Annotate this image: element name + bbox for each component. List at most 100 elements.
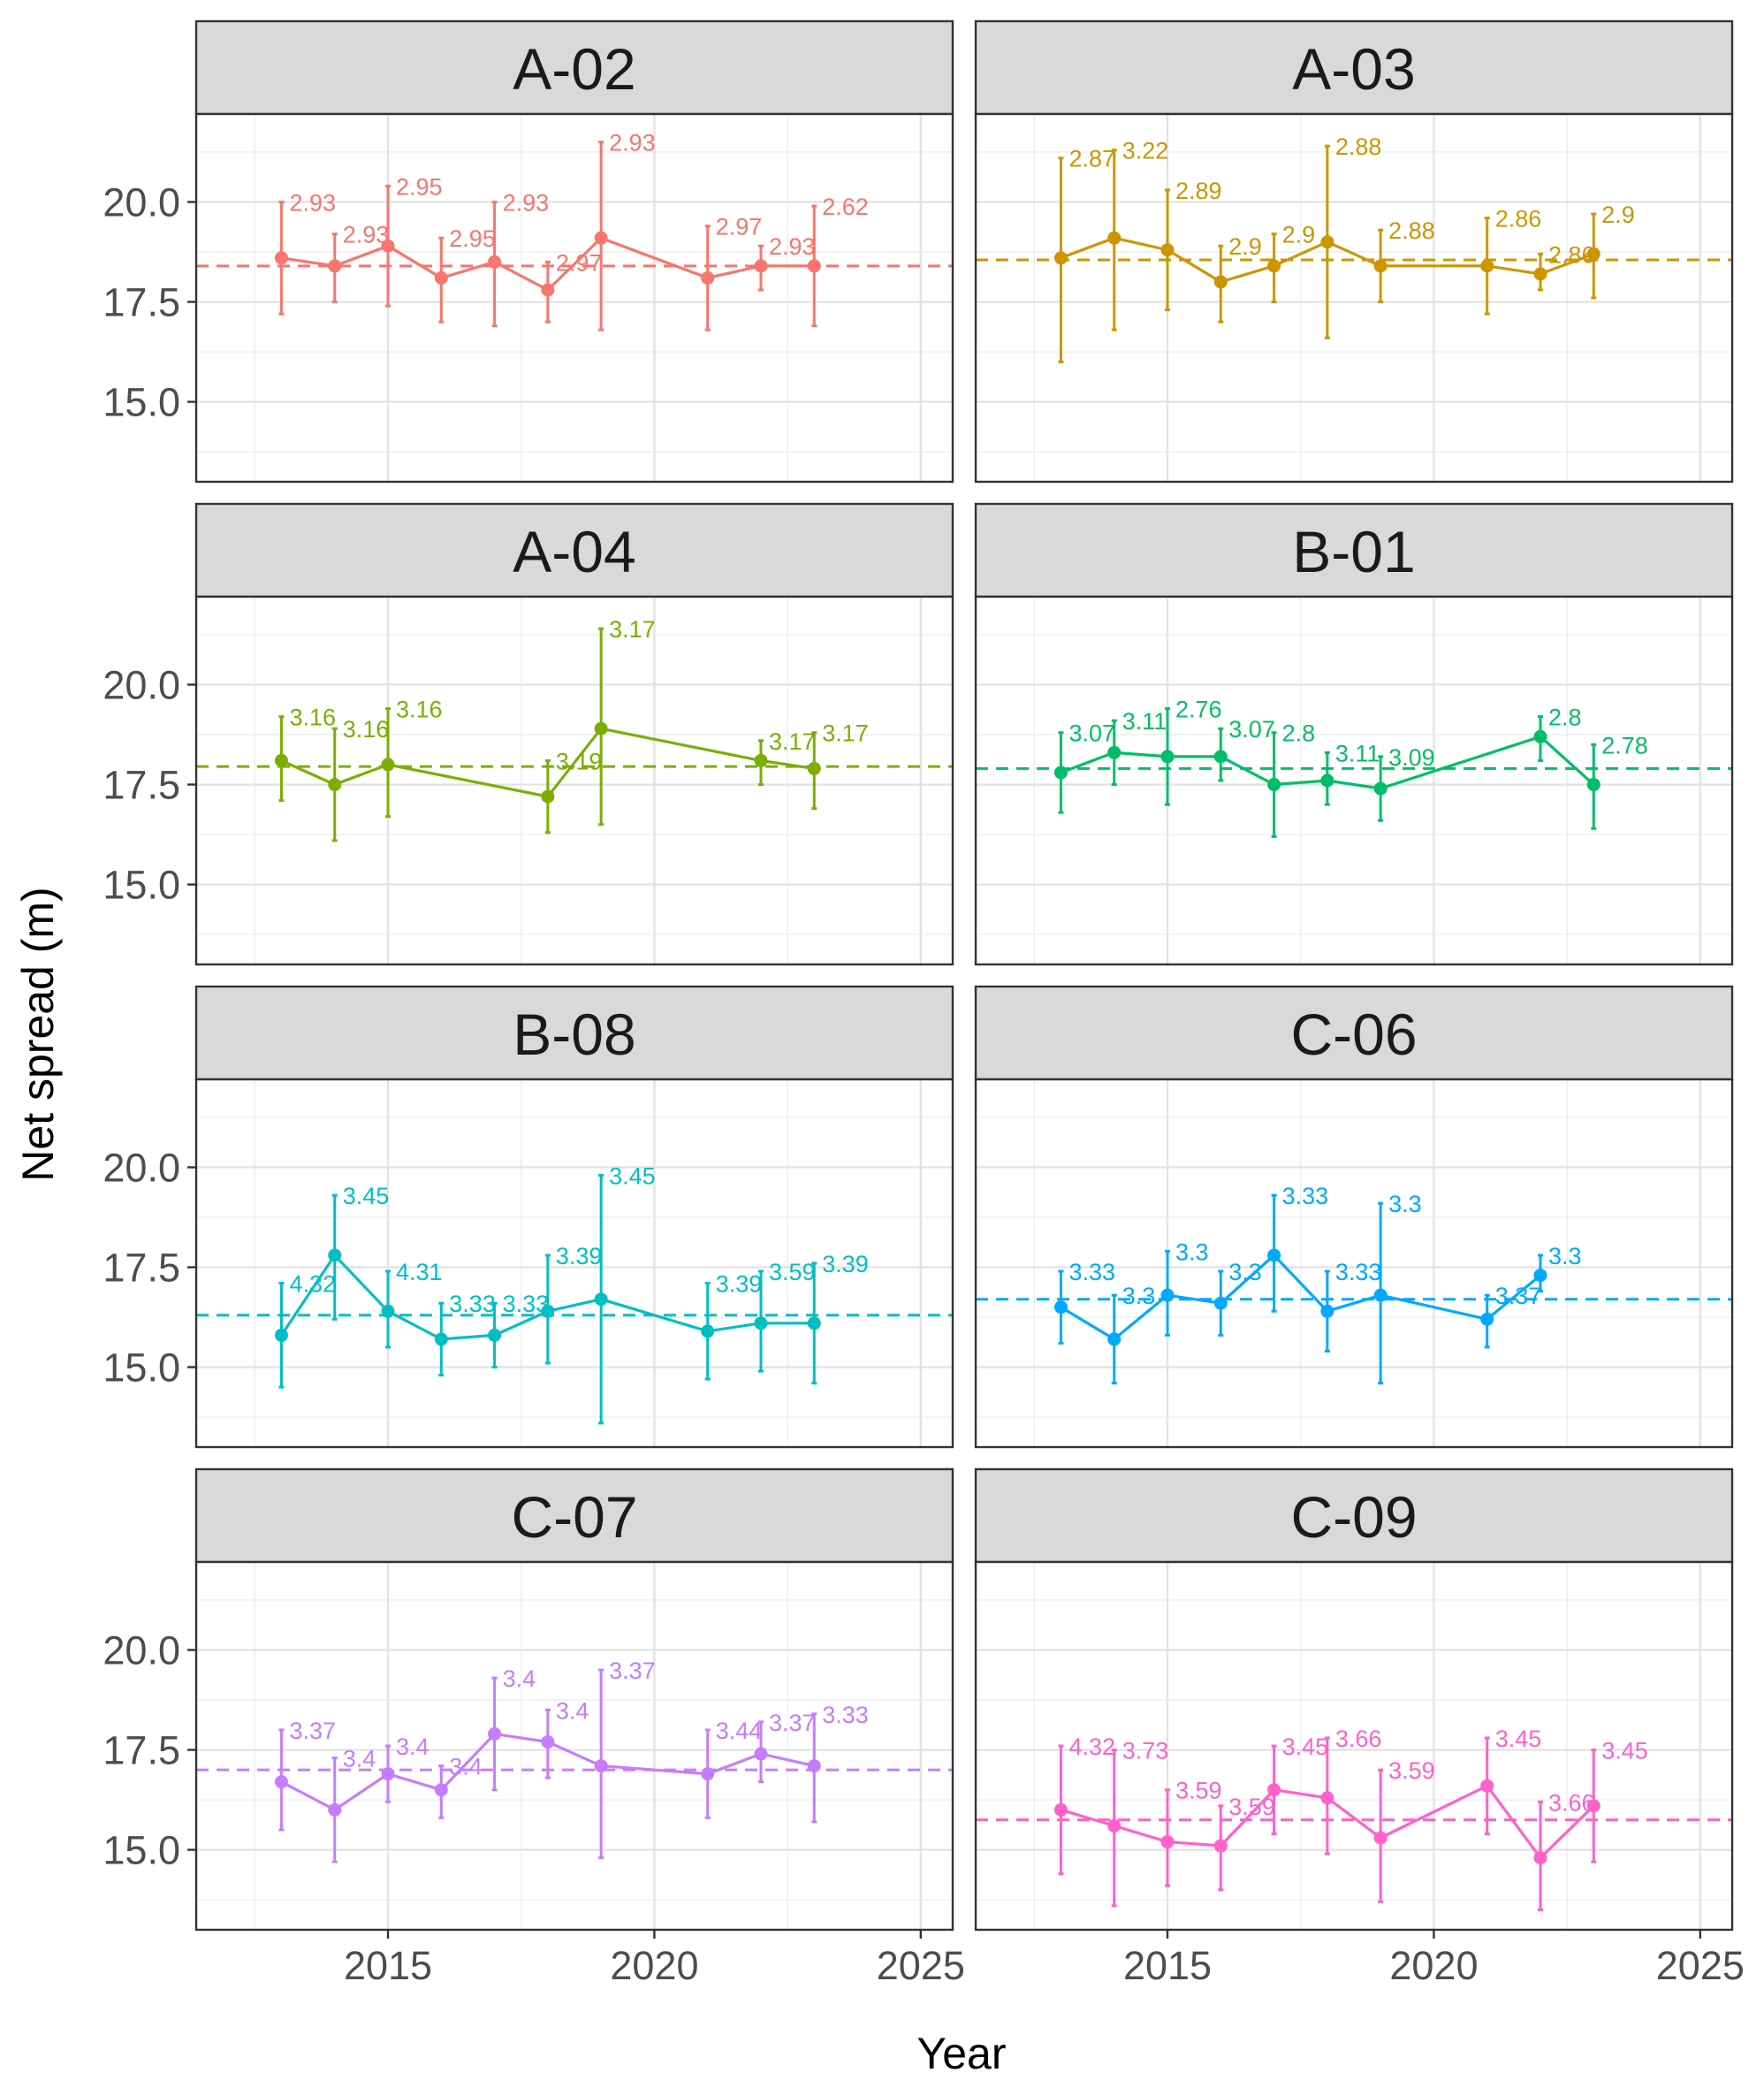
grid-a-04 [196, 597, 953, 964]
series-line-c-07 [280, 1732, 815, 1812]
data-point [1320, 1304, 1334, 1318]
data-point [1160, 243, 1175, 257]
x-tick-label: 2015 [344, 1943, 432, 1988]
data-point [1373, 1288, 1388, 1302]
data-point [1586, 778, 1601, 792]
data-point [807, 1316, 821, 1330]
strip-b-01 [974, 502, 1734, 598]
data-point [594, 721, 608, 735]
data-label: 4.32 [289, 1271, 336, 1298]
data-point [1586, 247, 1601, 261]
plot-area-b-01 [976, 597, 1732, 964]
data-point [274, 1775, 288, 1789]
data-label: 3.4 [503, 1665, 536, 1692]
data-label: 3.45 [1282, 1734, 1329, 1760]
data-point [328, 1802, 342, 1817]
data-point [594, 1759, 608, 1773]
data-label: 3.22 [1122, 138, 1169, 164]
data-label: 3.19 [556, 748, 603, 774]
data-label: 3.4 [396, 1734, 430, 1760]
data-point [754, 1316, 768, 1330]
data-point [754, 1747, 768, 1761]
data-point [328, 778, 342, 792]
data-label: 3.45 [343, 1183, 390, 1209]
data-point [1480, 1312, 1494, 1326]
data-point [1533, 729, 1547, 743]
data-point [381, 1304, 395, 1318]
panel-border-a-04 [194, 595, 954, 966]
y-tick-label: 20.0 [103, 179, 180, 225]
data-label: 3.16 [396, 697, 443, 723]
panel-a-03: A-032.87 3.222.892.9 2.92.882.88 2.862.862.… [974, 19, 1734, 484]
panel-border-a-03 [974, 112, 1734, 484]
data-label: 2.9 [1282, 222, 1316, 248]
data-point [1053, 1802, 1068, 1817]
data-label: 2.78 [1601, 732, 1648, 758]
data-point [701, 271, 715, 285]
panel-c-06: C-063.333.33.33.33.333.333.33.373.3 [974, 985, 1734, 1449]
data-point [1107, 745, 1122, 759]
data-point [381, 758, 395, 772]
panel-border-c-09 [974, 1560, 1734, 1932]
data-point [434, 1783, 448, 1797]
data-label: 4.31 [396, 1259, 443, 1285]
panel-border-b-08 [194, 1078, 954, 1449]
strip-c-09 [974, 1467, 1734, 1564]
y-tick-label: 15.0 [103, 380, 180, 425]
data-label: 3.33 [1068, 1259, 1115, 1285]
data-label: 2.9 [1601, 202, 1635, 228]
data-point [807, 1759, 821, 1773]
data-label: 3.33 [449, 1291, 496, 1317]
data-label: 3.3 [1228, 1259, 1262, 1285]
series-line-a-03 [1060, 236, 1594, 284]
data-label: 3.33 [822, 1702, 869, 1728]
data-point [1267, 259, 1281, 273]
data-label: 3.33 [1335, 1259, 1382, 1285]
x-tick-label: 2020 [1389, 1943, 1478, 1988]
data-label: 3.3 [1388, 1191, 1422, 1217]
strip-b-08 [194, 985, 954, 1081]
data-point [1373, 1831, 1388, 1845]
panel-a-04: A-043.16 3.163.163.193.173.17 3.17 [194, 502, 954, 966]
strip-label-a-02: A-02 [513, 36, 635, 102]
data-label: 2.93 [343, 222, 390, 248]
data-point [541, 1734, 555, 1749]
grid-a-02 [196, 114, 953, 482]
strip-label-c-09: C-09 [1290, 1484, 1417, 1550]
y-tick-label: 17.5 [103, 280, 180, 325]
data-label: 2.93 [503, 189, 550, 216]
grid-b-01 [976, 597, 1732, 964]
data-label: 3.44 [716, 1718, 763, 1744]
data-label: 3.39 [822, 1251, 869, 1277]
data-label: 2.87 [1068, 146, 1115, 172]
data-label: 3.59 [1388, 1757, 1435, 1784]
data-point [1373, 259, 1388, 273]
data-label: 3.17 [769, 728, 816, 755]
data-point [1160, 1288, 1175, 1302]
data-label: 2.93 [289, 189, 336, 216]
data-label: 3.66 [1548, 1789, 1595, 1816]
data-point [1213, 1839, 1228, 1853]
x-tick-label: 2015 [1123, 1943, 1212, 1988]
y-tick-label: 15.0 [103, 863, 180, 908]
data-label: 2.86 [1548, 241, 1595, 268]
data-point [434, 1332, 448, 1346]
data-label: 3.17 [822, 720, 869, 747]
panel-c-09: C-094.32 3.733.593.593.45 3.663.593.453.66… [974, 1467, 1734, 1932]
data-label: 3.45 [1495, 1726, 1542, 1752]
data-point [754, 753, 768, 767]
x-tick-label: 2020 [610, 1943, 698, 1988]
data-point [1160, 750, 1175, 764]
y-tick-label: 17.5 [103, 1728, 180, 1773]
data-point [594, 231, 608, 245]
plot-area-c-06 [976, 1079, 1732, 1447]
data-label: 3.33 [1282, 1183, 1329, 1209]
data-label: 3.66 [1335, 1726, 1382, 1752]
panels: A-022.932.932.952.952.932.972.932.972.93… [194, 19, 1734, 1932]
y-tick-label: 20.0 [103, 1627, 180, 1673]
data-label: 3.59 [1228, 1794, 1275, 1820]
data-point [1533, 1851, 1547, 1865]
data-label: 3.4 [343, 1746, 376, 1772]
grid-a-03 [976, 114, 1732, 482]
y-tick-label: 17.5 [103, 763, 180, 808]
